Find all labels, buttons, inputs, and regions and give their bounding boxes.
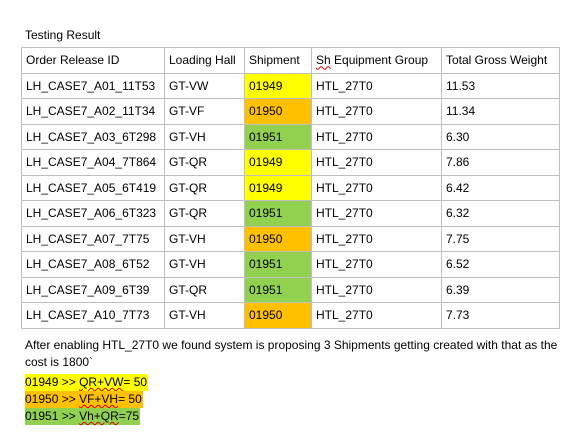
- cell-total-gross-weight: 6.39: [441, 276, 560, 303]
- table-row: LH_CASE7_A04_7T864 GT-QR 01949 HTL_27T0 7.86: [21, 149, 560, 176]
- header-shipment: Shipment: [244, 47, 312, 74]
- table-row: LH_CASE7_A03_6T298 GT-VH 01951 HTL_27T0 6.30: [21, 123, 560, 150]
- cell-order-release-id: LH_CASE7_A10_7T73: [21, 302, 165, 329]
- cell-equipment-group: HTL_27T0: [311, 149, 442, 176]
- testing-result-table: Order Release ID Loading Hall Shipment S…: [21, 47, 560, 329]
- table-row: LH_CASE7_A01_11T53 GT-VW 01949 HTL_27T0 11.5…: [21, 72, 560, 99]
- cell-shipment: 01951: [244, 251, 312, 278]
- cell-order-release-id: LH_CASE7_A01_11T53: [21, 72, 165, 99]
- cell-order-release-id: LH_CASE7_A07_7T75: [21, 225, 165, 252]
- header-order-release-id: Order Release ID: [21, 47, 165, 74]
- legend-combo: Vh+QR: [79, 409, 119, 423]
- table-header-row: Order Release ID Loading Hall Shipment S…: [21, 47, 560, 74]
- cell-order-release-id: LH_CASE7_A05_6T419: [21, 174, 165, 201]
- cell-total-gross-weight: 6.52: [441, 251, 560, 278]
- cell-order-release-id: LH_CASE7_A08_6T52: [21, 251, 165, 278]
- legend-value: = 50: [118, 392, 142, 406]
- cell-loading-hall: GT-QR: [164, 149, 245, 176]
- cell-loading-hall: GT-VH: [164, 251, 245, 278]
- analysis-note: After enabling HTL_27T0 we found system …: [25, 338, 558, 369]
- cell-order-release-id: LH_CASE7_A04_7T864: [21, 149, 165, 176]
- cell-order-release-id: LH_CASE7_A02_11T34: [21, 98, 165, 125]
- cell-shipment: 01949: [244, 149, 312, 176]
- cell-total-gross-weight: 6.42: [441, 174, 560, 201]
- cell-shipment: 01951: [244, 123, 312, 150]
- cell-loading-hall: GT-VF: [164, 98, 245, 125]
- cell-shipment: 01950: [244, 302, 312, 329]
- table-row: LH_CASE7_A02_11T34 GT-VF 01950 HTL_27T0 11.3…: [21, 98, 560, 125]
- cell-equipment-group: HTL_27T0: [311, 72, 442, 99]
- table-row: LH_CASE7_A08_6T52 GT-VH 01951 HTL_27T0 6.52: [21, 251, 560, 278]
- cell-total-gross-weight: 6.30: [441, 123, 560, 150]
- cell-equipment-group: HTL_27T0: [311, 174, 442, 201]
- legend-value: = 50: [123, 375, 148, 389]
- table-row: LH_CASE7_A09_6T39 GT-QR 01951 HTL_27T0 6.39: [21, 276, 560, 303]
- legend-combo: QR+VW: [79, 375, 124, 389]
- cell-total-gross-weight: 7.75: [441, 225, 560, 252]
- legend-combo: VF+VH: [79, 392, 119, 406]
- cell-shipment: 01951: [244, 200, 312, 227]
- cell-shipment: 01950: [244, 225, 312, 252]
- cell-loading-hall: GT-QR: [164, 174, 245, 201]
- header-total-gross-weight: Total Gross Weight: [441, 47, 560, 74]
- header-loading-hall: Loading Hall: [164, 47, 245, 74]
- table-row: LH_CASE7_A07_7T75 GT-VH 01950 HTL_27T0 7.75: [21, 225, 560, 252]
- cell-loading-hall: GT-VH: [164, 302, 245, 329]
- cell-shipment: 01949: [244, 174, 312, 201]
- cell-total-gross-weight: 11.34: [441, 98, 560, 125]
- cell-equipment-group: HTL_27T0: [311, 251, 442, 278]
- header-equipment-group: Sh Equipment Group: [311, 47, 442, 74]
- legend-line-01951: 01951 >> Vh+QR=75: [25, 408, 141, 425]
- cell-equipment-group: HTL_27T0: [311, 276, 442, 303]
- cell-shipment: 01950: [244, 98, 312, 125]
- cell-total-gross-weight: 7.73: [441, 302, 560, 329]
- cell-order-release-id: LH_CASE7_A03_6T298: [21, 123, 165, 150]
- cell-equipment-group: HTL_27T0: [311, 123, 442, 150]
- cell-equipment-group: HTL_27T0: [311, 302, 442, 329]
- cell-order-release-id: LH_CASE7_A06_6T323: [21, 200, 165, 227]
- legend-shipment: 01950 >>: [25, 392, 80, 406]
- table-row: LH_CASE7_A06_6T323 GT-QR 01951 HTL_27T0 6.32: [21, 200, 560, 227]
- document-title: Testing Result: [25, 28, 101, 42]
- cell-order-release-id: LH_CASE7_A09_6T39: [21, 276, 165, 303]
- legend-shipment: 01951 >>: [25, 409, 80, 423]
- legend-shipment: 01949 >>: [25, 375, 80, 389]
- cell-loading-hall: GT-VW: [164, 72, 245, 99]
- cell-loading-hall: GT-VH: [164, 123, 245, 150]
- cell-total-gross-weight: 6.32: [441, 200, 560, 227]
- cell-shipment: 01951: [244, 276, 312, 303]
- table-row: LH_CASE7_A05_6T419 GT-QR 01949 HTL_27T0 6.42: [21, 174, 560, 201]
- cell-total-gross-weight: 11.53: [441, 72, 560, 99]
- cell-equipment-group: HTL_27T0: [311, 98, 442, 125]
- header-equipment-group-rest: Equipment Group: [330, 53, 429, 68]
- legend-line-01950: 01950 >> VF+VH= 50: [25, 391, 143, 408]
- cell-loading-hall: GT-VH: [164, 225, 245, 252]
- legend-value: =75: [118, 409, 140, 423]
- cell-total-gross-weight: 7.86: [441, 149, 560, 176]
- header-sh-word: Sh: [316, 53, 331, 68]
- table-row: LH_CASE7_A10_7T73 GT-VH 01950 HTL_27T0 7.73: [21, 302, 560, 329]
- cell-shipment: 01949: [244, 72, 312, 99]
- cell-equipment-group: HTL_27T0: [311, 225, 442, 252]
- cell-equipment-group: HTL_27T0: [311, 200, 442, 227]
- cell-loading-hall: GT-QR: [164, 276, 245, 303]
- cell-loading-hall: GT-QR: [164, 200, 245, 227]
- legend-line-01949: 01949 >> QR+VW= 50: [25, 374, 149, 391]
